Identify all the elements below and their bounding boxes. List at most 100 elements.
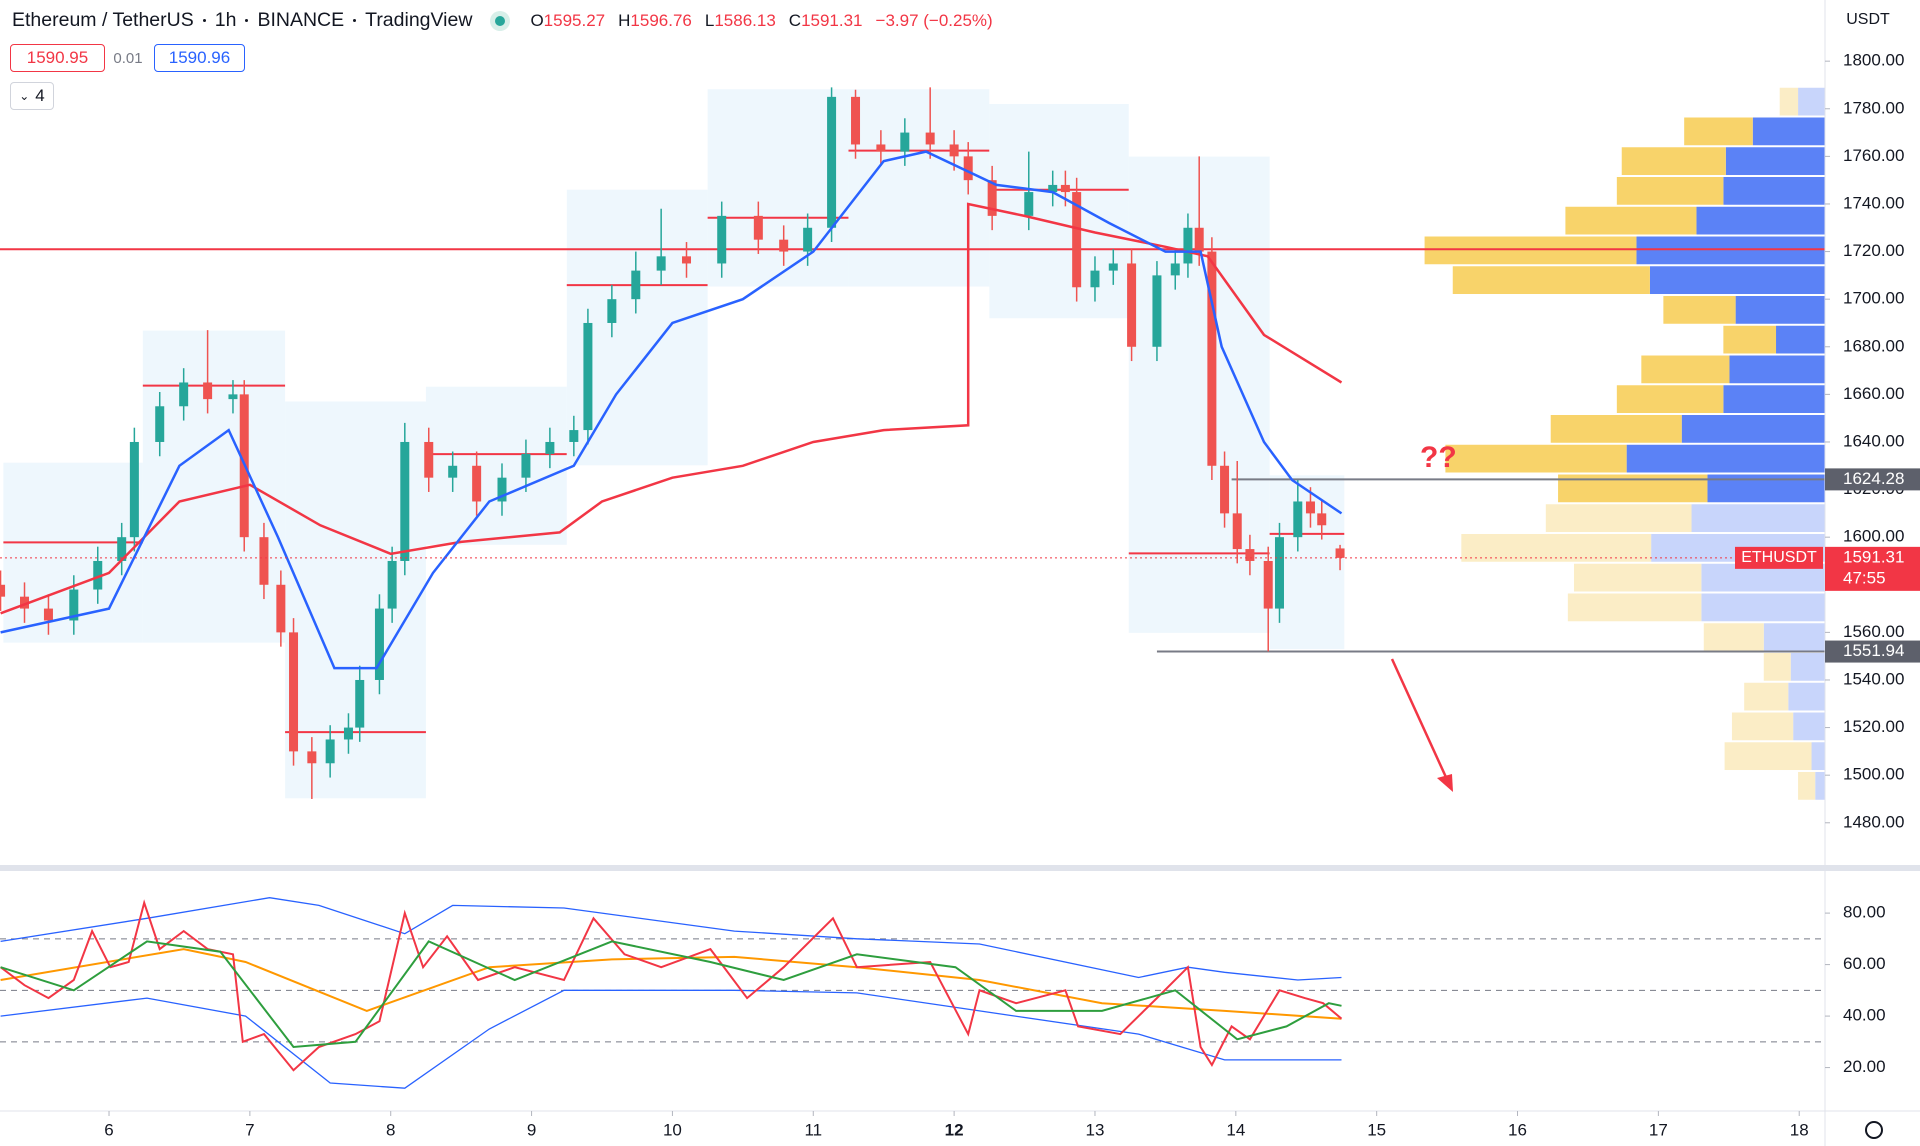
vp-buy bbox=[1752, 117, 1825, 146]
live-dot bbox=[495, 15, 506, 26]
candle-body bbox=[1060, 184, 1070, 193]
vp-sell bbox=[1663, 296, 1736, 324]
x-tick-label: 7 bbox=[245, 1120, 254, 1139]
ohlc-value: 1591.31 bbox=[801, 11, 863, 30]
vp-sell bbox=[1779, 87, 1799, 116]
moving-average bbox=[0, 202, 1343, 615]
y-tick-label: 40.00 bbox=[1843, 1006, 1886, 1025]
last-price: 1591.31 bbox=[1843, 547, 1904, 566]
candle-body bbox=[203, 382, 213, 400]
candle-body bbox=[1024, 192, 1034, 216]
candle-body bbox=[545, 441, 555, 454]
x-tick-label: 16 bbox=[1508, 1120, 1527, 1139]
x-tick-label: 17 bbox=[1649, 1120, 1668, 1139]
header: Ethereum / TetherUS 1h BINANCE TradingVi… bbox=[12, 9, 997, 32]
symbol-label: ETHUSDT bbox=[1741, 549, 1817, 566]
vp-sell bbox=[1565, 206, 1697, 235]
y-tick-label: 1780.00 bbox=[1843, 98, 1904, 117]
candle-body bbox=[387, 560, 397, 609]
vp-sell bbox=[1545, 504, 1692, 533]
price-label-bg bbox=[1825, 468, 1920, 491]
vp-buy bbox=[1763, 623, 1825, 652]
candle-body bbox=[1293, 501, 1303, 538]
ohlc-value: 1586.13 bbox=[714, 11, 776, 30]
vp-sell bbox=[1461, 534, 1652, 562]
candle-body bbox=[717, 215, 727, 264]
candle-body bbox=[259, 537, 269, 585]
candle-body bbox=[753, 215, 763, 240]
vp-sell bbox=[1424, 236, 1637, 265]
indicator-toggle[interactable]: ⌄ 4 bbox=[10, 82, 54, 110]
currency[interactable]: USDT bbox=[1846, 11, 1890, 28]
vp-sell bbox=[1445, 444, 1627, 473]
candle-body bbox=[424, 441, 434, 478]
vp-buy bbox=[1636, 236, 1825, 265]
y-tick-label: 1660.00 bbox=[1843, 384, 1904, 403]
y-tick-label: 1720.00 bbox=[1843, 241, 1904, 260]
y-tick-label: 60.00 bbox=[1843, 954, 1886, 973]
last-price-bg bbox=[1825, 546, 1920, 591]
candle-body bbox=[1232, 513, 1242, 550]
change: −3.97 (−0.25%) bbox=[875, 10, 993, 30]
candle-body bbox=[343, 727, 353, 740]
candle-body bbox=[1127, 263, 1137, 347]
candle-body bbox=[355, 679, 365, 728]
ohlc-key: H bbox=[618, 11, 631, 30]
vp-buy bbox=[1790, 653, 1825, 681]
x-tick-label: 10 bbox=[663, 1120, 682, 1139]
vp-buy bbox=[1776, 325, 1825, 354]
candle-body bbox=[307, 751, 317, 764]
ask[interactable]: 1590.96 bbox=[154, 44, 245, 72]
candle-body bbox=[925, 132, 935, 145]
candle-body bbox=[682, 256, 692, 264]
x-tick-label: 6 bbox=[104, 1120, 113, 1139]
y-tick-label: 1800.00 bbox=[1843, 51, 1904, 70]
vp-buy bbox=[1725, 147, 1825, 176]
vp-sell bbox=[1567, 593, 1702, 622]
y-tick-label: 1600.00 bbox=[1843, 527, 1904, 546]
vp-buy bbox=[1696, 206, 1825, 235]
vp-buy bbox=[1701, 593, 1825, 622]
vp-sell bbox=[1763, 653, 1791, 681]
candle-body bbox=[963, 156, 973, 181]
vp-buy bbox=[1729, 355, 1825, 384]
candle-body bbox=[374, 608, 384, 680]
vp-sell bbox=[1452, 266, 1650, 295]
candle-body bbox=[1152, 275, 1162, 347]
interval: 1h bbox=[214, 9, 237, 31]
arrow-line bbox=[1390, 658, 1452, 787]
y-tick-label: 80.00 bbox=[1843, 903, 1886, 922]
candle-body bbox=[1305, 501, 1315, 514]
candle-body bbox=[325, 739, 335, 764]
arrow-head bbox=[1437, 774, 1453, 792]
symbol-label-bg bbox=[1735, 546, 1823, 569]
ohlc-value: 1596.76 bbox=[630, 11, 692, 30]
vp-buy bbox=[1691, 504, 1825, 533]
sep bbox=[202, 19, 206, 22]
vp-sell bbox=[1573, 563, 1702, 592]
candle-body bbox=[521, 453, 531, 478]
candle-body bbox=[129, 441, 139, 538]
settings-icon[interactable] bbox=[1865, 1121, 1883, 1139]
candle-body bbox=[93, 560, 103, 590]
x-tick-label: 13 bbox=[1086, 1120, 1105, 1139]
candle-body bbox=[1072, 192, 1082, 288]
vp-sell bbox=[1641, 355, 1730, 384]
ohlc-value: 1595.27 bbox=[543, 11, 606, 30]
rsi-line bbox=[0, 897, 1342, 981]
candle-body bbox=[1220, 465, 1230, 514]
vp-buy bbox=[1723, 177, 1825, 205]
candle-body bbox=[1263, 560, 1273, 609]
indicator-count: 4 bbox=[35, 86, 45, 105]
vp-buy bbox=[1793, 712, 1825, 741]
bid[interactable]: 1590.95 bbox=[10, 44, 105, 72]
rsi-line bbox=[0, 899, 1343, 1072]
y-tick-label: 1640.00 bbox=[1843, 431, 1904, 450]
vp-buy bbox=[1681, 415, 1825, 443]
candle-body bbox=[900, 132, 910, 152]
vp-sell bbox=[1731, 712, 1794, 741]
candle-body bbox=[876, 144, 886, 152]
vp-buy bbox=[1626, 444, 1825, 473]
exchange: BINANCE bbox=[257, 9, 345, 31]
candle-body bbox=[569, 430, 579, 442]
